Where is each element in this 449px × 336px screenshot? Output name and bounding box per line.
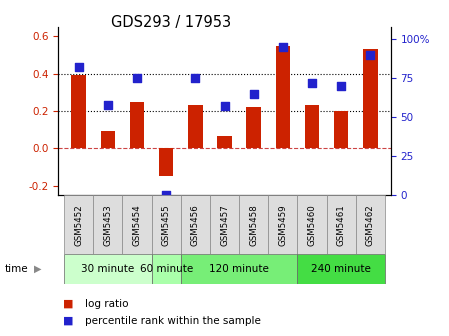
Bar [210,195,239,254]
Bar [71,75,86,148]
Bar [297,195,326,254]
Bar [188,105,202,148]
Bar [326,195,356,254]
Text: GSM5462: GSM5462 [366,205,375,246]
Text: 240 minute: 240 minute [311,264,371,274]
Point [367,52,374,57]
Point [308,80,316,86]
Text: 120 minute: 120 minute [209,264,269,274]
Bar [297,254,385,284]
Text: ▶: ▶ [34,264,41,274]
Bar [247,107,261,148]
Point [104,102,111,107]
Bar [217,136,232,148]
Bar [334,111,348,148]
Bar [101,131,115,148]
Bar [64,254,152,284]
Point [250,91,257,96]
Text: 30 minute: 30 minute [81,264,135,274]
Text: GSM5454: GSM5454 [132,205,141,246]
Text: GDS293 / 17953: GDS293 / 17953 [110,15,231,30]
Text: GSM5460: GSM5460 [308,205,317,246]
Text: GSM5457: GSM5457 [220,205,229,246]
Text: percentile rank within the sample: percentile rank within the sample [85,316,261,326]
Point [338,83,345,89]
Bar [239,195,268,254]
Text: log ratio: log ratio [85,299,129,309]
Point [192,76,199,81]
Text: GSM5456: GSM5456 [191,205,200,246]
Bar [152,254,181,284]
Text: GSM5461: GSM5461 [337,205,346,246]
Point [75,65,82,70]
Bar [276,46,290,148]
Text: GSM5459: GSM5459 [278,205,287,246]
Bar [123,195,152,254]
Point [133,76,141,81]
Text: 60 minute: 60 minute [140,264,193,274]
Bar [159,148,173,176]
Bar [268,195,297,254]
Point [221,103,228,109]
Text: ■: ■ [63,299,73,309]
Text: GSM5455: GSM5455 [162,205,171,246]
Point [279,44,286,50]
Bar [305,105,319,148]
Text: ■: ■ [63,316,73,326]
Bar [64,195,93,254]
Bar [152,195,181,254]
Bar [363,49,378,148]
Text: GSM5453: GSM5453 [103,205,112,246]
Bar [181,195,210,254]
Text: time: time [4,264,28,274]
Bar [130,101,144,148]
Bar [356,195,385,254]
Text: GSM5452: GSM5452 [74,205,83,246]
Bar [93,195,123,254]
Bar [181,254,297,284]
Text: GSM5458: GSM5458 [249,205,258,246]
Point [163,192,170,198]
